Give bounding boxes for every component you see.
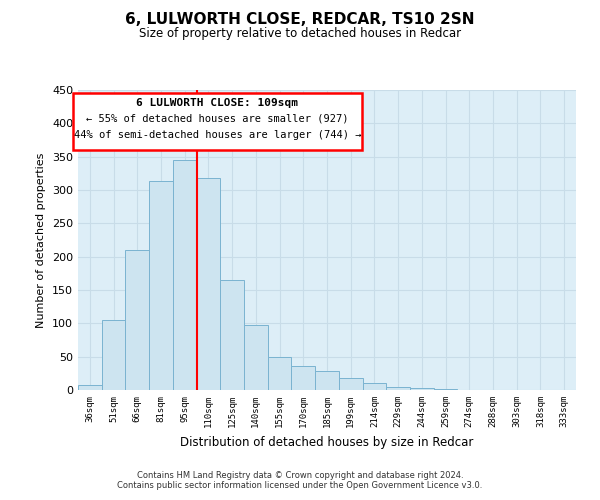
Bar [292, 366, 315, 390]
Bar [339, 378, 362, 390]
Text: Size of property relative to detached houses in Redcar: Size of property relative to detached ho… [139, 28, 461, 40]
Text: Distribution of detached houses by size in Redcar: Distribution of detached houses by size … [181, 436, 473, 449]
Bar [173, 160, 197, 390]
Bar [78, 386, 102, 390]
Text: 6 LULWORTH CLOSE: 109sqm: 6 LULWORTH CLOSE: 109sqm [136, 98, 298, 108]
Bar [244, 326, 268, 390]
Bar [220, 280, 244, 390]
FancyBboxPatch shape [73, 93, 362, 150]
Bar [315, 370, 339, 390]
Bar [410, 388, 434, 390]
Bar [362, 384, 386, 390]
Bar [125, 250, 149, 390]
Bar [149, 182, 173, 390]
Text: 6, LULWORTH CLOSE, REDCAR, TS10 2SN: 6, LULWORTH CLOSE, REDCAR, TS10 2SN [125, 12, 475, 28]
Bar [102, 320, 125, 390]
Text: Contains public sector information licensed under the Open Government Licence v3: Contains public sector information licen… [118, 482, 482, 490]
Text: Contains HM Land Registry data © Crown copyright and database right 2024.: Contains HM Land Registry data © Crown c… [137, 472, 463, 480]
Bar [386, 386, 410, 390]
Text: 44% of semi-detached houses are larger (744) →: 44% of semi-detached houses are larger (… [74, 130, 361, 140]
Text: ← 55% of detached houses are smaller (927): ← 55% of detached houses are smaller (92… [86, 114, 349, 124]
Bar [268, 356, 292, 390]
Bar [197, 178, 220, 390]
Y-axis label: Number of detached properties: Number of detached properties [37, 152, 46, 328]
